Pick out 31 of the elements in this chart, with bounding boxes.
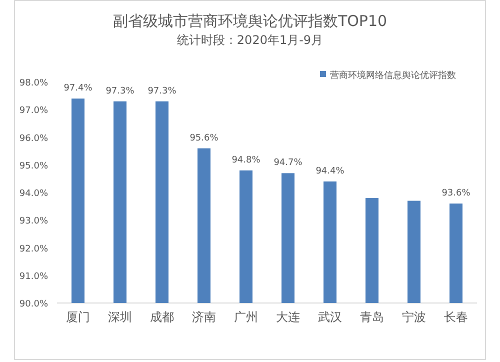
legend: 营商环境网络信息舆论优评指数 [320, 71, 456, 81]
data-label: 97.4% [64, 84, 93, 94]
data-label: 93.6% [442, 188, 471, 199]
chart-title: 副省级城市营商环境舆论优评指数TOP10 [112, 12, 388, 30]
x-tick-label: 深圳 [108, 310, 132, 324]
data-label: 94.4% [316, 166, 345, 176]
y-tick-label: 92.0% [19, 244, 48, 254]
y-tick-label: 96.0% [19, 134, 48, 144]
x-tick-label: 大连 [276, 310, 300, 324]
data-label: 94.8% [232, 155, 261, 166]
y-tick-label: 91.0% [19, 272, 48, 282]
x-tick-label: 武汉 [318, 310, 342, 324]
y-tick-label: 95.0% [19, 161, 48, 172]
x-tick-label: 济南 [192, 310, 216, 324]
data-label: 97.3% [106, 86, 135, 96]
x-tick-label: 厦门 [66, 310, 90, 324]
x-tick-label: 广州 [234, 310, 258, 324]
chart-subtitle: 统计时段：2020年1月-9月 [176, 33, 324, 47]
x-tick-label: 长春 [444, 310, 468, 324]
y-tick-label: 98.0% [19, 78, 48, 88]
y-tick-label: 97.0% [19, 106, 48, 116]
data-label: 94.7% [274, 158, 303, 168]
y-tick-label: 93.0% [19, 216, 48, 227]
y-tick-label: 90.0% [19, 300, 48, 310]
x-tick-label: 青岛 [360, 310, 384, 324]
legend-label: 营商环境网络信息舆论优评指数 [330, 70, 456, 81]
x-tick-label: 宁波 [402, 310, 426, 324]
data-label: 97.3% [148, 86, 177, 96]
y-tick-label: 94.0% [19, 189, 48, 199]
x-tick-label: 成都 [150, 310, 174, 324]
data-label: 95.6% [190, 133, 219, 144]
